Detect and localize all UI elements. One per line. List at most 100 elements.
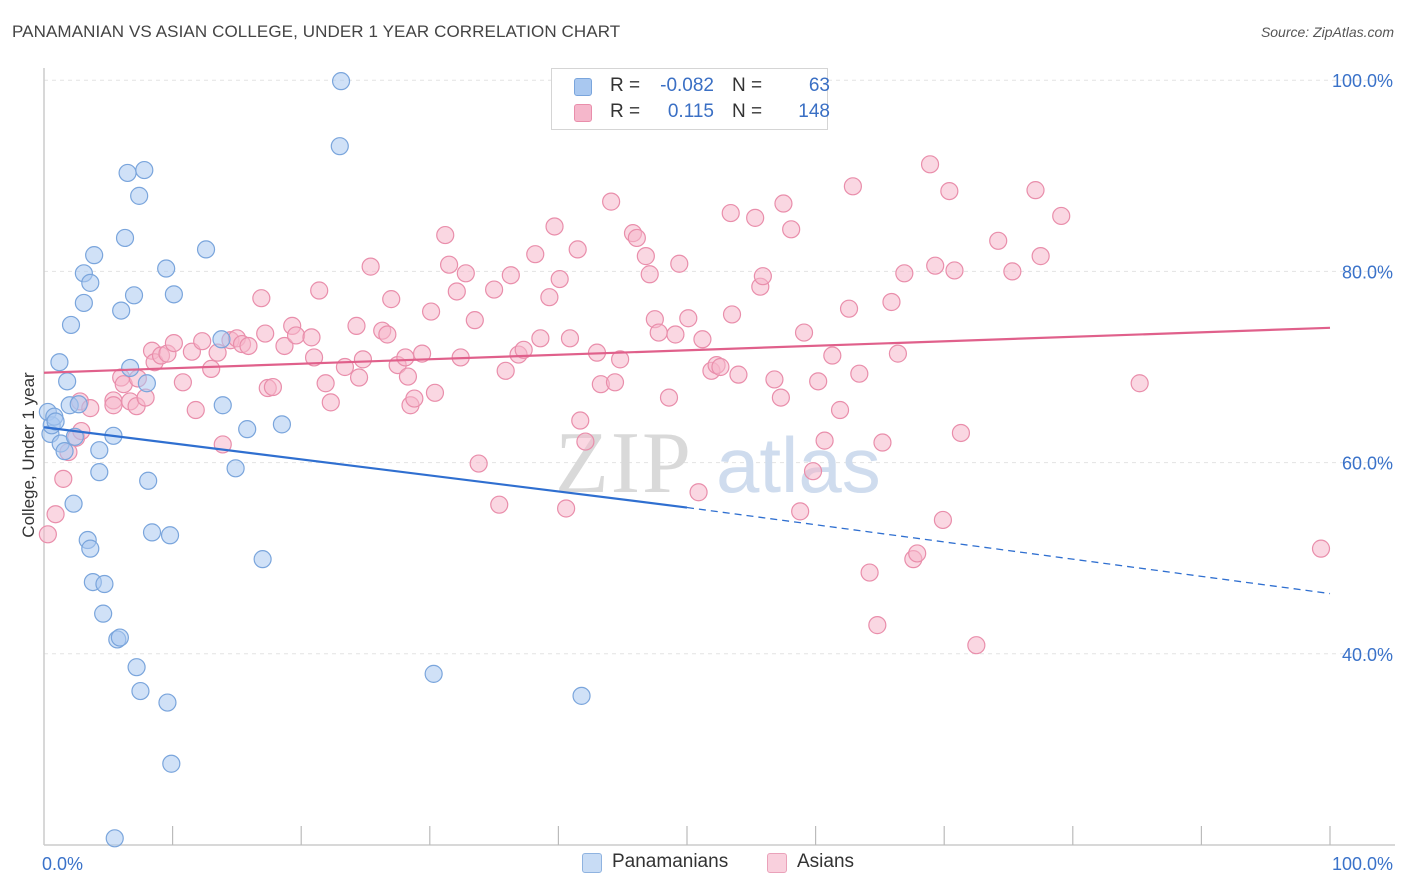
asians-point [310,281,329,300]
asians-point [540,288,559,307]
asians-point [54,469,73,488]
asians-point [347,316,366,335]
asians-point [302,328,321,347]
panamanians-point [238,420,257,439]
r-value: -0.082 [660,75,714,96]
chart-title: PANAMANIAN VS ASIAN COLLEGE, UNDER 1 YEA… [12,22,621,41]
legend-label: Panamanians [612,851,729,872]
asians-point [721,203,740,223]
asians-point [951,423,971,443]
asians-point [38,525,57,544]
series-legend: Panamanians Asians [0,850,1406,880]
asians-point [722,305,742,324]
panamanians-point [64,494,83,513]
asians-point [465,311,484,330]
panamanians-point [121,358,140,378]
asians-point [1031,247,1050,266]
panamanians-point [162,754,181,773]
asians-point [753,267,772,286]
asians-point [765,370,784,389]
asians-point [469,454,488,473]
panamanians-point [127,658,146,677]
asians-point [353,350,373,369]
asians-point [967,636,986,655]
asians-point [321,393,340,412]
panamanians-point [135,160,154,180]
asians-point [405,389,424,408]
asians-swatch [767,853,787,873]
asians-point [275,336,294,356]
asians-point [263,377,283,397]
panamanians-point [158,693,177,712]
asians-point [815,431,834,450]
asians-point [670,254,689,273]
asians-point [46,505,65,524]
asians-point [164,334,183,353]
r-label: R = [610,75,641,96]
asians-point [693,330,712,349]
asians-point [823,346,842,365]
asians-point [868,616,887,635]
y-tick-label: 60.0% [1342,454,1393,474]
asians-point [173,373,192,392]
asians-point [803,462,823,481]
panamanians-point [105,829,124,848]
asians-point [908,544,927,563]
asians-point [809,372,828,391]
asians-point [104,396,123,415]
asians-point [679,309,698,328]
asians-point [193,332,212,351]
panamanians-point [272,415,292,434]
r-label: R = [610,101,641,122]
asians-trend-line [43,326,1331,374]
asians-point [531,329,550,348]
asians-point [412,344,432,363]
panamanians-point [160,526,180,545]
asians-point [396,348,415,367]
panamanians-point [253,550,272,569]
asians-point [791,502,810,521]
asians-point [926,256,945,275]
panamanians-point [212,330,231,349]
asians-point [514,340,533,359]
y-axis-label: College, Under 1 year [19,372,38,538]
asians-point [933,510,953,530]
asians-point [1052,206,1071,226]
asians-point [485,280,504,299]
asians-point [550,269,569,289]
asians-swatch [574,104,592,122]
panamanians-point [226,459,245,478]
asians-point [316,374,335,393]
asians-point [640,265,659,284]
asians-point [425,383,445,402]
asians-point [447,282,466,301]
asians-point [839,299,859,318]
asians-point [659,388,679,407]
asians-point [860,563,879,582]
panamanians-point [213,396,232,415]
asians-point [611,350,630,369]
asians-point [873,433,892,452]
asians-point [456,264,475,283]
tick-labels: 40.0% 60.0% 80.0% 100.0% 0.0% 100.0% [42,71,1393,874]
asians-point [689,483,708,502]
asians-point [526,245,545,264]
panamanians-point [157,259,176,278]
panamanians-point [331,72,351,91]
asians-point [1311,539,1331,558]
asians-point [945,261,964,280]
asians-point [782,220,801,239]
panamanians-point [94,604,113,623]
asians-point [1026,181,1045,200]
asians-point [920,155,940,174]
correlation-legend: R = -0.082 N = 63 R = 0.115 N = 148 [551,68,830,130]
asians-point [843,177,862,196]
panamanians-point [69,395,88,414]
panamanians-point [50,353,69,372]
panamanians-point [61,315,81,335]
panamanians-point [46,412,65,431]
r-value: 0.115 [667,101,714,122]
asians-point [636,247,655,266]
panamanians-point [330,137,349,156]
